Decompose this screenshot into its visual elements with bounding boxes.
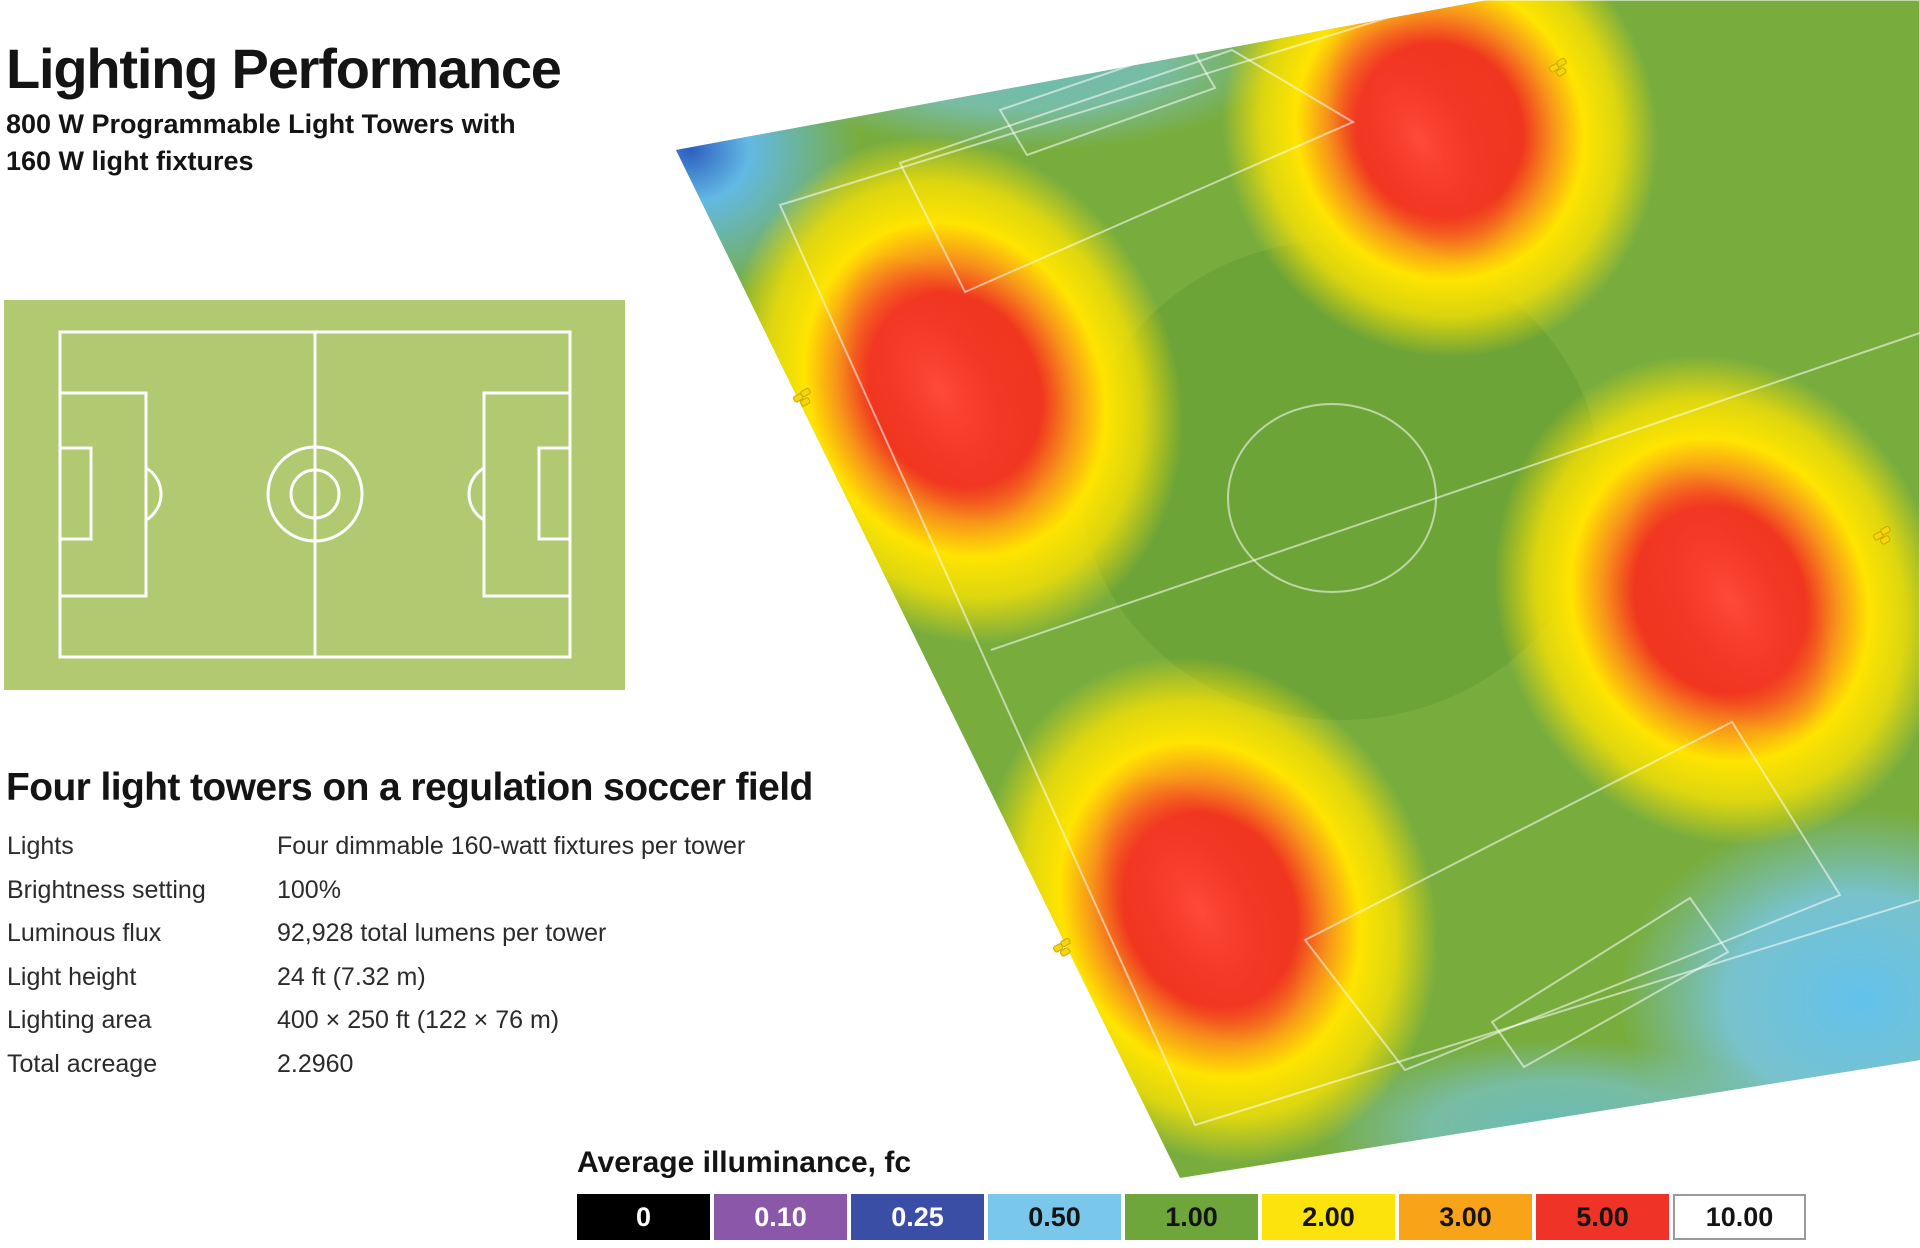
spec-row: Lighting area 400 × 250 ft (122 × 76 m) (7, 1006, 807, 1050)
page-subtitle: 800 W Programmable Light Towers with 160… (6, 106, 626, 180)
spec-value: 400 × 250 ft (122 × 76 m) (277, 1006, 560, 1035)
pitch-outline (778, 0, 1920, 1127)
hotspot-core (1326, 17, 1514, 263)
center-shade (1080, 240, 1600, 720)
section-heading: Four light towers on a regulation soccer… (6, 766, 813, 809)
left-penalty-arc (145, 466, 163, 522)
spec-label: Luminous flux (7, 919, 162, 948)
pitch-halfway-line (990, 332, 1920, 651)
legend-swatch: 2.00 (1262, 1194, 1395, 1240)
spec-label: Brightness setting (7, 875, 206, 904)
spec-value: 92,928 total lumens per tower (277, 919, 607, 948)
center-circle (266, 445, 364, 543)
light-tower-icon (1053, 937, 1071, 957)
hotspot-left (727, 136, 1183, 644)
hotspot-glow (1222, 0, 1658, 358)
spec-value: Four dimmable 160-watt fixtures per towe… (277, 832, 746, 860)
right-goal-area (537, 446, 572, 541)
spec-row: Luminous flux 92,928 total lumens per to… (7, 919, 807, 963)
legend-title: Average illuminance, fc (577, 1146, 912, 1179)
spec-row: Total acreage 2.2960 (7, 1050, 807, 1094)
left-goal-area (58, 446, 93, 541)
pitch-center-circle (1227, 403, 1437, 593)
legend-swatch: 5.00 (1536, 1194, 1669, 1240)
hotspot-glow (982, 656, 1438, 1164)
hotspot-core (837, 254, 1043, 526)
hotspot-glow (727, 136, 1183, 644)
spec-row: Light height 24 ft (7.32 m) (7, 963, 807, 1007)
pitch-top-penalty-area (898, 48, 1356, 294)
hotspot-right (1494, 355, 1920, 845)
legend-swatch: 1.00 (1125, 1194, 1258, 1240)
pitch-top-goal-area (998, 43, 1217, 157)
page-title: Lighting Performance (6, 37, 562, 100)
soccer-field-diagram (4, 300, 625, 690)
low-light-zone-bottom (1320, 1040, 1800, 1178)
hotspot-core (1627, 464, 1833, 736)
hotspot-bottom (982, 656, 1438, 1164)
spec-label: Light height (7, 962, 137, 991)
spec-value: 24 ft (7.32 m) (277, 962, 426, 991)
hotspot-glow (1494, 355, 1920, 845)
hotspot-top (1222, 0, 1658, 358)
spec-value: 2.2960 (277, 1049, 354, 1078)
center-spot (289, 468, 341, 520)
legend-swatch: 0.10 (714, 1194, 847, 1240)
spec-row: Lights Four dimmable 160-watt fixtures p… (7, 832, 807, 876)
low-light-zone-top (760, 0, 1280, 150)
pitch-bottom-penalty-area (1303, 720, 1842, 1072)
legend-swatch: 0.50 (988, 1194, 1121, 1240)
hotspot-core (1097, 774, 1303, 1046)
subtitle-line-2: 160 W light fixtures (6, 146, 254, 176)
light-tower-icon (1549, 57, 1567, 77)
legend-swatch: 10.00 (1673, 1194, 1806, 1240)
light-tower-icons (793, 57, 1891, 957)
subtitle-line-1: 800 W Programmable Light Towers with (6, 109, 516, 139)
heatmap-field-markings (778, 0, 1920, 1127)
legend-swatch: 0.25 (851, 1194, 984, 1240)
legend-swatch: 0 (577, 1194, 710, 1240)
spec-label: Total acreage (7, 1049, 158, 1078)
light-tower-icon (793, 387, 811, 407)
spec-label: Lighting area (7, 1006, 152, 1035)
illuminance-legend: 0 0.10 0.25 0.50 1.00 2.00 3.00 5.00 10.… (577, 1194, 1810, 1240)
spec-value: 100% (277, 875, 341, 904)
field-markings (58, 330, 572, 659)
pitch-bottom-goal-area (1490, 896, 1730, 1069)
spec-row: Brightness setting 100% (7, 876, 807, 920)
spec-table: Lights Four dimmable 160-watt fixtures p… (7, 832, 807, 1094)
legend-swatch: 3.00 (1399, 1194, 1532, 1240)
spec-label: Lights (7, 832, 74, 860)
right-penalty-arc (467, 466, 485, 522)
light-tower-icon (1873, 525, 1891, 545)
low-light-zone-bottom-right (1620, 810, 1920, 1178)
